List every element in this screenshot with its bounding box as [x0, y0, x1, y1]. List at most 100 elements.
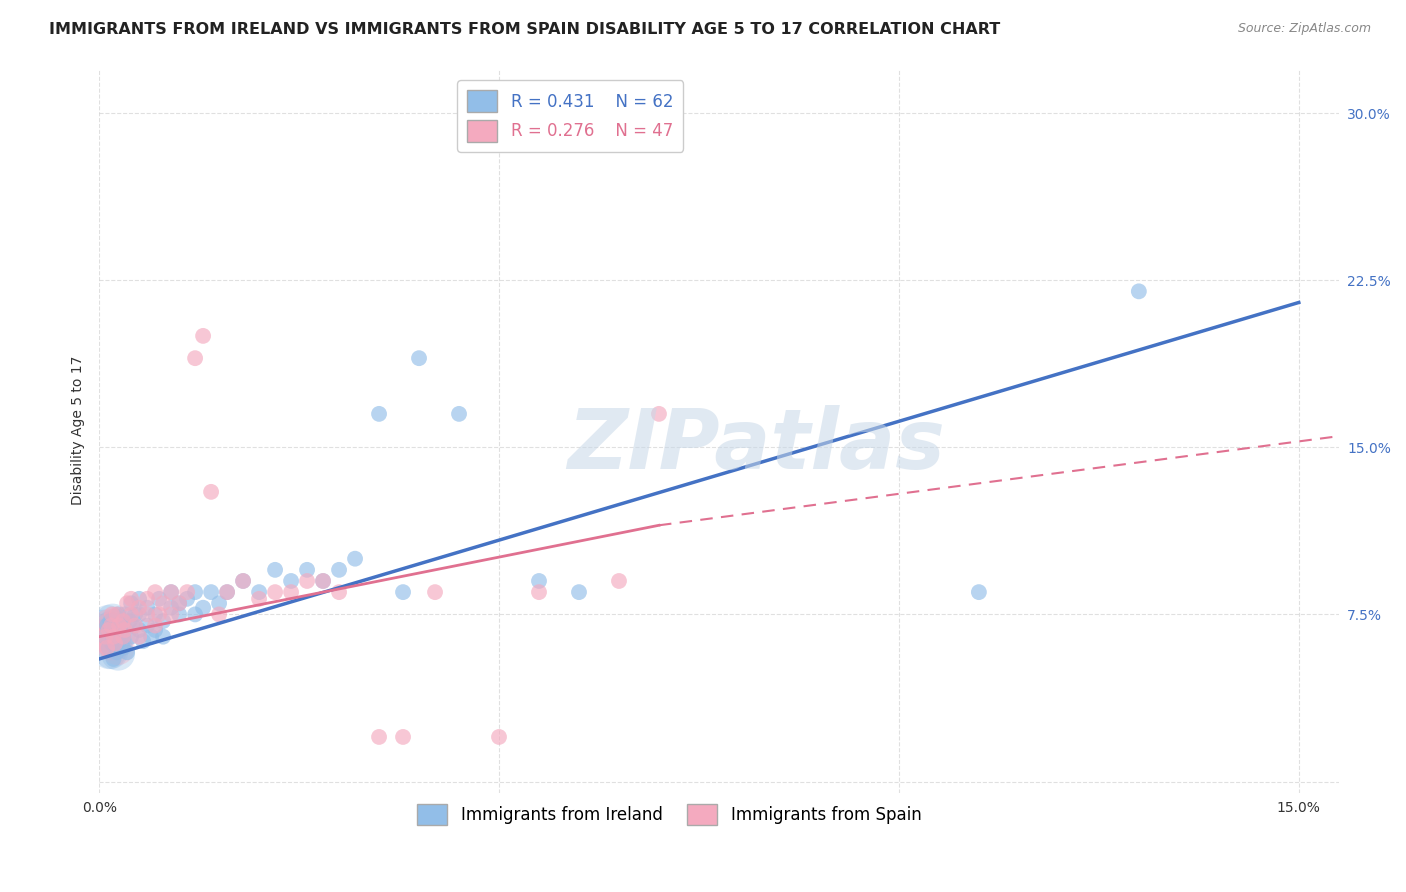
- Point: [191, 329, 214, 343]
- Point: [217, 585, 239, 599]
- Point: [120, 596, 142, 610]
- Text: Source: ZipAtlas.com: Source: ZipAtlas.com: [1237, 22, 1371, 36]
- Point: [98, 614, 121, 628]
- Point: [143, 585, 166, 599]
- Point: [124, 618, 146, 632]
- Point: [328, 563, 350, 577]
- Point: [98, 619, 121, 633]
- Point: [191, 600, 214, 615]
- Point: [128, 591, 150, 606]
- Point: [104, 636, 127, 650]
- Point: [94, 630, 117, 644]
- Point: [208, 607, 231, 622]
- Point: [93, 620, 115, 634]
- Point: [368, 730, 391, 744]
- Point: [160, 585, 183, 599]
- Point: [152, 630, 174, 644]
- Point: [392, 585, 415, 599]
- Point: [160, 607, 183, 622]
- Point: [143, 618, 166, 632]
- Point: [167, 596, 190, 610]
- Point: [100, 645, 122, 659]
- Point: [107, 641, 129, 656]
- Point: [112, 630, 135, 644]
- Point: [107, 628, 129, 642]
- Point: [128, 607, 150, 622]
- Point: [100, 618, 122, 632]
- Point: [132, 634, 155, 648]
- Point: [280, 585, 302, 599]
- Point: [295, 563, 318, 577]
- Point: [184, 607, 207, 622]
- Point: [94, 630, 117, 644]
- Point: [128, 630, 150, 644]
- Point: [96, 630, 118, 644]
- Point: [247, 591, 270, 606]
- Point: [136, 607, 159, 622]
- Point: [107, 647, 129, 661]
- Point: [120, 630, 142, 644]
- Point: [160, 600, 183, 615]
- Point: [208, 596, 231, 610]
- Point: [124, 607, 146, 622]
- Point: [96, 628, 118, 642]
- Point: [176, 585, 198, 599]
- Point: [97, 615, 120, 629]
- Point: [104, 630, 127, 644]
- Point: [108, 623, 131, 637]
- Point: [128, 600, 150, 615]
- Point: [115, 645, 138, 659]
- Point: [136, 600, 159, 615]
- Point: [200, 585, 222, 599]
- Y-axis label: Disability Age 5 to 17: Disability Age 5 to 17: [72, 356, 86, 505]
- Point: [112, 640, 135, 655]
- Point: [247, 585, 270, 599]
- Point: [312, 574, 335, 588]
- Point: [121, 618, 143, 632]
- Point: [1128, 285, 1150, 299]
- Point: [217, 585, 239, 599]
- Point: [167, 607, 190, 622]
- Point: [112, 614, 135, 628]
- Point: [114, 607, 136, 622]
- Point: [96, 630, 118, 644]
- Point: [136, 591, 159, 606]
- Point: [143, 607, 166, 622]
- Point: [136, 618, 159, 632]
- Point: [167, 596, 190, 610]
- Point: [108, 618, 131, 632]
- Point: [368, 407, 391, 421]
- Point: [97, 623, 120, 637]
- Point: [103, 619, 125, 633]
- Point: [447, 407, 470, 421]
- Point: [160, 585, 183, 599]
- Point: [101, 607, 124, 622]
- Point: [103, 652, 125, 666]
- Point: [98, 645, 121, 659]
- Point: [98, 622, 121, 636]
- Point: [280, 574, 302, 588]
- Point: [148, 607, 170, 622]
- Point: [527, 574, 550, 588]
- Point: [100, 622, 122, 636]
- Point: [328, 585, 350, 599]
- Point: [98, 631, 121, 645]
- Point: [108, 634, 131, 648]
- Point: [408, 351, 430, 366]
- Text: IMMIGRANTS FROM IRELAND VS IMMIGRANTS FROM SPAIN DISABILITY AGE 5 TO 17 CORRELAT: IMMIGRANTS FROM IRELAND VS IMMIGRANTS FR…: [49, 22, 1001, 37]
- Text: ZIPatlas: ZIPatlas: [567, 405, 945, 485]
- Point: [118, 614, 141, 628]
- Point: [176, 591, 198, 606]
- Point: [96, 640, 118, 655]
- Point: [128, 623, 150, 637]
- Point: [264, 563, 287, 577]
- Point: [103, 631, 125, 645]
- Point: [232, 574, 254, 588]
- Point: [104, 618, 127, 632]
- Point: [101, 637, 124, 651]
- Point: [232, 574, 254, 588]
- Point: [107, 607, 129, 622]
- Point: [112, 630, 135, 644]
- Point: [120, 607, 142, 622]
- Point: [312, 574, 335, 588]
